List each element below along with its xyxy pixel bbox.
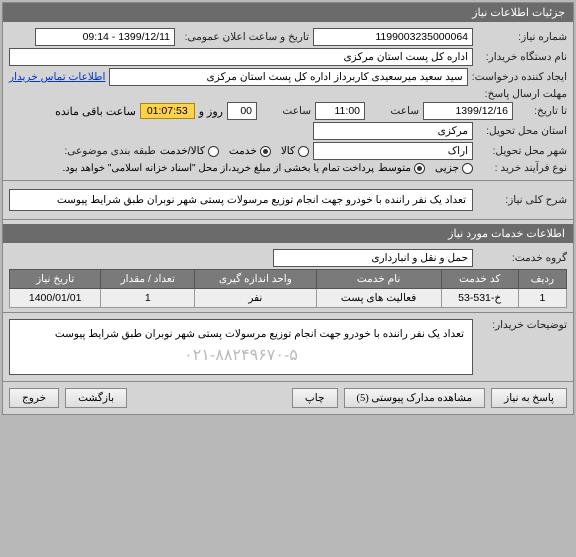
reply-button[interactable]: پاسخ به نیاز bbox=[491, 388, 567, 408]
category-label: طبقه بندی موضوعی: bbox=[64, 145, 155, 157]
until-hour: 11:00 bbox=[315, 102, 365, 120]
info-body: شماره نیاز: 1199003235000064 تاریخ و ساع… bbox=[3, 22, 573, 180]
province-value: مرکزی bbox=[313, 122, 473, 140]
col-unit: واحد اندازه گیری bbox=[195, 270, 316, 289]
until-min: 00 bbox=[227, 102, 257, 120]
attachments-button[interactable]: مشاهده مدارک پیوستی (5) bbox=[344, 388, 486, 408]
summary-text: تعداد یک نفر راننده با خودرو جهت انجام ت… bbox=[9, 189, 473, 211]
countdown-timer: 01:07:53 bbox=[140, 103, 195, 119]
deadline-label: مهلت ارسال پاسخ: bbox=[477, 88, 567, 100]
type-note: پرداخت تمام یا بخشی از مبلغ خرید،از محل … bbox=[62, 163, 374, 174]
until-label: تا تاریخ: bbox=[517, 105, 567, 117]
radio-medium[interactable] bbox=[414, 163, 425, 174]
panel-title: جزئیات اطلاعات نیاز bbox=[3, 3, 573, 22]
announce-label: تاریخ و ساعت اعلان عمومی: bbox=[179, 31, 309, 43]
service-table: ردیف کد خدمت نام خدمت واحد اندازه گیری ت… bbox=[9, 269, 567, 308]
buyer-value: اداره کل پست استان مرکزی bbox=[9, 48, 473, 66]
need-number-value: 1199003235000064 bbox=[313, 28, 473, 46]
col-qty: تعداد / مقدار bbox=[101, 270, 195, 289]
type-radio-group: جزیی متوسط bbox=[378, 162, 473, 174]
col-code: کد خدمت bbox=[441, 270, 518, 289]
summary-label: شرح کلی نیاز: bbox=[477, 194, 567, 206]
until-date: 1399/12/16 bbox=[423, 102, 513, 120]
creator-label: ایجاد کننده درخواست: bbox=[472, 71, 567, 83]
buyer-label: نام دستگاه خریدار: bbox=[477, 51, 567, 63]
hour-label: ساعت bbox=[369, 105, 419, 117]
announce-value: 1399/12/11 - 09:14 bbox=[35, 28, 175, 46]
remaining-label: ساعت باقی مانده bbox=[55, 105, 136, 118]
col-date: تاریخ نیاز bbox=[10, 270, 101, 289]
province-label: استان محل تحویل: bbox=[477, 125, 567, 137]
contact-link[interactable]: اطلاعات تماس خریدار bbox=[9, 71, 105, 83]
radio-goods[interactable] bbox=[298, 146, 309, 157]
print-button[interactable]: چاپ bbox=[292, 388, 338, 408]
back-button[interactable]: بازگشت bbox=[65, 388, 127, 408]
table-row: 1 خ-531-53 فعالیت های پست نفر 1 1400/01/… bbox=[10, 289, 567, 308]
and-label: روز و bbox=[199, 105, 223, 118]
creator-value: سید سعید میرسعیدی کاربرداز اداره کل پست … bbox=[109, 68, 467, 86]
category-radio-group: کالا خدمت کالا/خدمت bbox=[160, 145, 309, 157]
radio-small[interactable] bbox=[462, 163, 473, 174]
radio-service[interactable] bbox=[260, 146, 271, 157]
minute-label: ساعت bbox=[261, 105, 311, 117]
exit-button[interactable]: خروج bbox=[9, 388, 59, 408]
need-number-label: شماره نیاز: bbox=[477, 31, 567, 43]
buyer-notes-phone: ۰۲۱-۸۸۲۴۹۶۷۰-۵ bbox=[18, 343, 464, 369]
services-header: اطلاعات خدمات مورد نیاز bbox=[3, 224, 573, 243]
col-row: ردیف bbox=[518, 270, 566, 289]
col-name: نام خدمت bbox=[316, 270, 441, 289]
buyer-notes-text: تعداد یک نفر راننده با خودرو جهت انجام ت… bbox=[18, 326, 464, 343]
service-group-value: حمل و نقل و انبارداری bbox=[273, 249, 473, 267]
button-bar: پاسخ به نیاز مشاهده مدارک پیوستی (5) چاپ… bbox=[3, 382, 573, 414]
buyer-notes-label: توضیحات خریدار: bbox=[477, 319, 567, 331]
buyer-notes-box: تعداد یک نفر راننده با خودرو جهت انجام ت… bbox=[9, 319, 473, 375]
city-label: شهر محل تحویل: bbox=[477, 145, 567, 157]
type-label: نوع فرآیند خرید : bbox=[477, 162, 567, 174]
radio-goods-service[interactable] bbox=[208, 146, 219, 157]
city-value: اراک bbox=[313, 142, 473, 160]
service-group-label: گروه خدمت: bbox=[477, 252, 567, 264]
main-panel: جزئیات اطلاعات نیاز شماره نیاز: 11990032… bbox=[2, 2, 574, 415]
